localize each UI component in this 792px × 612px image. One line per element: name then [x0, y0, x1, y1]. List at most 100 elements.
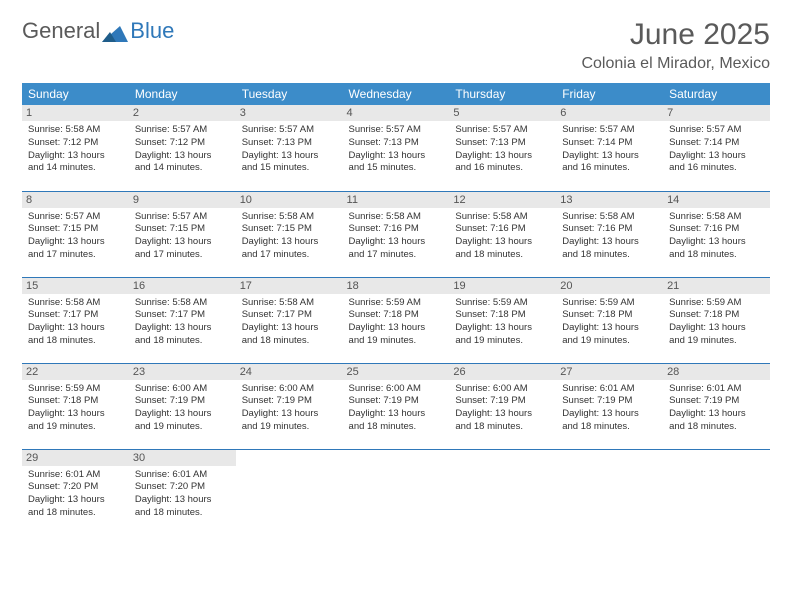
day-details: Sunrise: 5:57 AMSunset: 7:14 PMDaylight:… — [669, 124, 764, 175]
sunrise-line: Sunrise: 5:57 AM — [135, 124, 230, 137]
day-header: Saturday — [663, 83, 770, 105]
day-header: Wednesday — [343, 83, 450, 105]
sunset-line: Sunset: 7:18 PM — [669, 309, 764, 322]
day-number: 20 — [556, 278, 663, 294]
daylight-line: Daylight: 13 hours and 18 minutes. — [669, 236, 764, 262]
brand-part2: Blue — [130, 18, 174, 44]
calendar-day-cell: 22Sunrise: 5:59 AMSunset: 7:18 PMDayligh… — [22, 363, 129, 449]
daylight-line: Daylight: 13 hours and 14 minutes. — [135, 150, 230, 176]
day-number: 19 — [449, 278, 556, 294]
daylight-line: Daylight: 13 hours and 16 minutes. — [455, 150, 550, 176]
sunset-line: Sunset: 7:19 PM — [455, 395, 550, 408]
calendar-day-cell: 9Sunrise: 5:57 AMSunset: 7:15 PMDaylight… — [129, 191, 236, 277]
calendar-day-cell: 17 Sunrise: 5:58 AMSunset: 7:17 PMDayligh… — [236, 277, 343, 363]
calendar-day-cell: 13Sunrise: 5:58 AMSunset: 7:16 PMDayligh… — [556, 191, 663, 277]
daylight-line: Daylight: 13 hours and 18 minutes. — [562, 408, 657, 434]
day-details: Sunrise: 6:01 AMSunset: 7:19 PMDaylight:… — [562, 383, 657, 434]
sunrise-line: Sunrise: 5:59 AM — [562, 297, 657, 310]
day-number: 26 — [449, 364, 556, 380]
sunset-line: Sunset: 7:19 PM — [135, 395, 230, 408]
daylight-line: Daylight: 13 hours and 15 minutes. — [349, 150, 444, 176]
calendar-day-cell: 10Sunrise: 5:58 AMSunset: 7:15 PMDayligh… — [236, 191, 343, 277]
sunset-line: Sunset: 7:18 PM — [349, 309, 444, 322]
sunrise-line: Sunrise: 5:59 AM — [349, 297, 444, 310]
sunrise-line: Sunrise: 5:57 AM — [28, 211, 123, 224]
sunset-line: Sunset: 7:14 PM — [562, 137, 657, 150]
daylight-line: Daylight: 13 hours and 18 minutes. — [669, 408, 764, 434]
day-details: Sunrise: 5:58 AMSunset: 7:17 PMDaylight:… — [28, 297, 123, 348]
day-details: Sunrise: 5:58 AMSunset: 7:16 PMDaylight:… — [455, 211, 550, 262]
day-number: 25 — [343, 364, 450, 380]
sunrise-line: Sunrise: 6:01 AM — [669, 383, 764, 396]
calendar-day-cell: 12Sunrise: 5:58 AMSunset: 7:16 PMDayligh… — [449, 191, 556, 277]
sunset-line: Sunset: 7:18 PM — [455, 309, 550, 322]
brand-triangle-icon — [102, 22, 128, 40]
calendar-day-cell — [449, 449, 556, 535]
sunset-line: Sunset: 7:19 PM — [349, 395, 444, 408]
day-details: Sunrise: 6:01 AMSunset: 7:20 PMDaylight:… — [135, 469, 230, 520]
sunrise-line: Sunrise: 6:01 AM — [562, 383, 657, 396]
sunset-line: Sunset: 7:16 PM — [562, 223, 657, 236]
calendar-day-cell: 16Sunrise: 5:58 AMSunset: 7:17 PMDayligh… — [129, 277, 236, 363]
calendar-body: 1Sunrise: 5:58 AMSunset: 7:12 PMDaylight… — [22, 105, 770, 535]
day-details: Sunrise: 6:01 AMSunset: 7:19 PMDaylight:… — [669, 383, 764, 434]
sunset-line: Sunset: 7:13 PM — [242, 137, 337, 150]
sunrise-line: Sunrise: 6:00 AM — [135, 383, 230, 396]
sunrise-line: Sunrise: 5:58 AM — [669, 211, 764, 224]
day-number: 4 — [343, 105, 450, 121]
brand-logo: General Blue — [22, 18, 174, 44]
day-details: Sunrise: 5:58 AMSunset: 7:17 PMDaylight:… — [135, 297, 230, 348]
day-header: Monday — [129, 83, 236, 105]
sunset-line: Sunset: 7:13 PM — [455, 137, 550, 150]
calendar-day-cell — [236, 449, 343, 535]
sunrise-line: Sunrise: 6:00 AM — [455, 383, 550, 396]
day-number: 8 — [22, 192, 129, 208]
day-number: 18 — [343, 278, 450, 294]
calendar-week-row: 29Sunrise: 6:01 AMSunset: 7:20 PMDayligh… — [22, 449, 770, 535]
calendar-day-cell: 30Sunrise: 6:01 AMSunset: 7:20 PMDayligh… — [129, 449, 236, 535]
sunset-line: Sunset: 7:17 PM — [242, 309, 337, 322]
calendar-day-cell: 14 Sunrise: 5:58 AMSunset: 7:16 PMDayligh… — [663, 191, 770, 277]
sunset-line: Sunset: 7:13 PM — [349, 137, 444, 150]
sunset-line: Sunset: 7:15 PM — [135, 223, 230, 236]
page-header: General Blue June 2025 Colonia el Mirado… — [22, 18, 770, 73]
calendar-table: SundayMondayTuesdayWednesdayThursdayFrid… — [22, 83, 770, 535]
calendar-day-cell: 18Sunrise: 5:59 AMSunset: 7:18 PMDayligh… — [343, 277, 450, 363]
calendar-day-cell: 15Sunrise: 5:58 AMSunset: 7:17 PMDayligh… — [22, 277, 129, 363]
calendar-day-cell: 24Sunrise: 6:00 AMSunset: 7:19 PMDayligh… — [236, 363, 343, 449]
sunset-line: Sunset: 7:12 PM — [28, 137, 123, 150]
day-details: Sunrise: 5:59 AMSunset: 7:18 PMDaylight:… — [455, 297, 550, 348]
daylight-line: Daylight: 13 hours and 18 minutes. — [28, 322, 123, 348]
day-details: Sunrise: 6:00 AMSunset: 7:19 PMDaylight:… — [135, 383, 230, 434]
calendar-day-cell: 29Sunrise: 6:01 AMSunset: 7:20 PMDayligh… — [22, 449, 129, 535]
sunset-line: Sunset: 7:16 PM — [349, 223, 444, 236]
daylight-line: Daylight: 13 hours and 19 minutes. — [455, 322, 550, 348]
day-details: Sunrise: 6:01 AMSunset: 7:20 PMDaylight:… — [28, 469, 123, 520]
calendar-day-cell: 11Sunrise: 5:58 AMSunset: 7:16 PMDayligh… — [343, 191, 450, 277]
day-details: Sunrise: 5:58 AMSunset: 7:16 PMDaylight:… — [349, 211, 444, 262]
day-number: 21 — [663, 278, 770, 294]
sunset-line: Sunset: 7:17 PM — [135, 309, 230, 322]
day-details: Sunrise: 5:59 AMSunset: 7:18 PMDaylight:… — [562, 297, 657, 348]
day-number: 24 — [236, 364, 343, 380]
calendar-week-row: 22Sunrise: 5:59 AMSunset: 7:18 PMDayligh… — [22, 363, 770, 449]
sunrise-line: Sunrise: 5:58 AM — [349, 211, 444, 224]
day-number: 14 — [663, 192, 770, 208]
sunrise-line: Sunrise: 6:00 AM — [242, 383, 337, 396]
daylight-line: Daylight: 13 hours and 18 minutes. — [349, 408, 444, 434]
day-number: 23 — [129, 364, 236, 380]
day-details: Sunrise: 5:58 AMSunset: 7:17 PMDaylight:… — [242, 297, 337, 348]
location-subtitle: Colonia el Mirador, Mexico — [581, 55, 770, 73]
calendar-day-cell: 6Sunrise: 5:57 AMSunset: 7:14 PMDaylight… — [556, 105, 663, 191]
daylight-line: Daylight: 13 hours and 15 minutes. — [242, 150, 337, 176]
daylight-line: Daylight: 13 hours and 16 minutes. — [669, 150, 764, 176]
sunrise-line: Sunrise: 5:58 AM — [135, 297, 230, 310]
calendar-day-cell: 3Sunrise: 5:57 AMSunset: 7:13 PMDaylight… — [236, 105, 343, 191]
daylight-line: Daylight: 13 hours and 18 minutes. — [455, 236, 550, 262]
calendar-day-cell: 19 Sunrise: 5:59 AMSunset: 7:18 PMDayligh… — [449, 277, 556, 363]
day-details: Sunrise: 5:58 AMSunset: 7:16 PMDaylight:… — [669, 211, 764, 262]
day-number: 27 — [556, 364, 663, 380]
sunset-line: Sunset: 7:19 PM — [669, 395, 764, 408]
sunset-line: Sunset: 7:19 PM — [242, 395, 337, 408]
day-number: 17 — [236, 278, 343, 294]
